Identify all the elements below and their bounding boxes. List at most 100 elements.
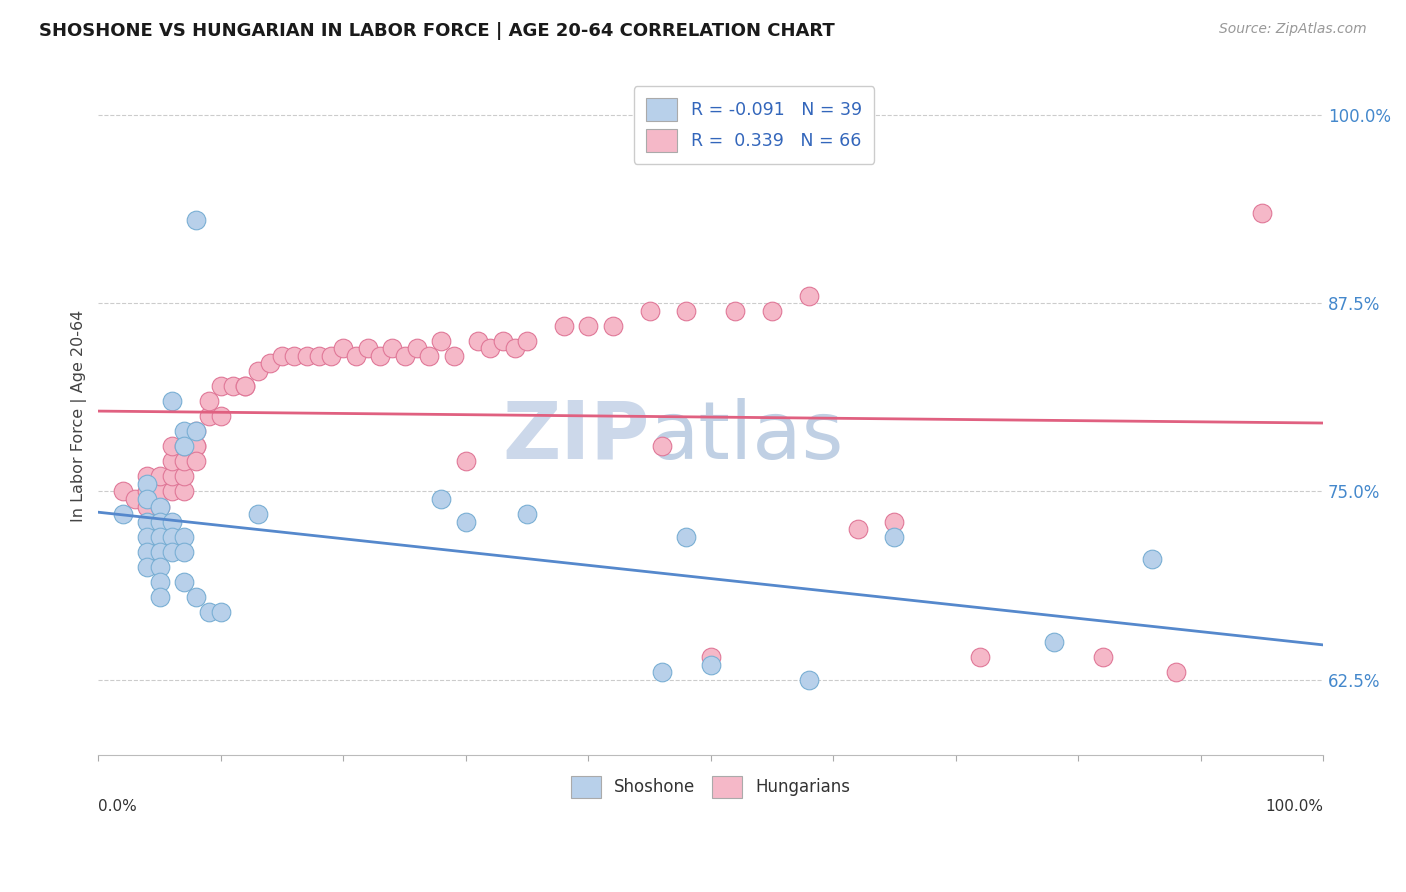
Y-axis label: In Labor Force | Age 20-64: In Labor Force | Age 20-64 bbox=[72, 310, 87, 523]
Point bbox=[136, 500, 159, 514]
Point bbox=[233, 379, 256, 393]
Point bbox=[136, 469, 159, 483]
Text: 100.0%: 100.0% bbox=[1265, 799, 1323, 814]
Point bbox=[173, 530, 195, 544]
Point bbox=[149, 530, 172, 544]
Point bbox=[1042, 635, 1064, 649]
Point bbox=[700, 657, 723, 672]
Point bbox=[418, 349, 440, 363]
Point bbox=[160, 544, 183, 558]
Point bbox=[394, 349, 416, 363]
Point bbox=[357, 342, 380, 356]
Point bbox=[516, 507, 538, 521]
Point bbox=[797, 289, 820, 303]
Point bbox=[186, 590, 208, 604]
Point bbox=[173, 439, 195, 453]
Point bbox=[467, 334, 489, 348]
Point bbox=[344, 349, 367, 363]
Point bbox=[173, 469, 195, 483]
Text: 0.0%: 0.0% bbox=[98, 799, 138, 814]
Point bbox=[651, 665, 673, 679]
Point bbox=[516, 334, 538, 348]
Point bbox=[173, 454, 195, 468]
Point bbox=[675, 303, 697, 318]
Point bbox=[173, 439, 195, 453]
Point bbox=[136, 491, 159, 506]
Point bbox=[503, 342, 526, 356]
Point bbox=[283, 349, 305, 363]
Point bbox=[1091, 650, 1114, 665]
Point bbox=[209, 409, 232, 424]
Legend: Shoshone, Hungarians: Shoshone, Hungarians bbox=[564, 770, 858, 805]
Point bbox=[173, 424, 195, 438]
Text: ZIP: ZIP bbox=[502, 398, 650, 475]
Point bbox=[797, 673, 820, 687]
Point bbox=[233, 379, 256, 393]
Point bbox=[149, 574, 172, 589]
Point bbox=[209, 605, 232, 619]
Point bbox=[405, 342, 427, 356]
Point bbox=[553, 318, 575, 333]
Point bbox=[651, 439, 673, 453]
Point bbox=[173, 574, 195, 589]
Point bbox=[883, 515, 905, 529]
Point bbox=[602, 318, 624, 333]
Point bbox=[209, 379, 232, 393]
Point bbox=[430, 491, 453, 506]
Point bbox=[295, 349, 318, 363]
Point bbox=[111, 484, 134, 499]
Point bbox=[259, 356, 281, 370]
Point bbox=[149, 484, 172, 499]
Point bbox=[124, 491, 146, 506]
Point bbox=[724, 303, 747, 318]
Point bbox=[1251, 206, 1274, 220]
Point bbox=[186, 424, 208, 438]
Point bbox=[136, 477, 159, 491]
Point bbox=[675, 530, 697, 544]
Point bbox=[136, 484, 159, 499]
Point bbox=[271, 349, 294, 363]
Point bbox=[136, 544, 159, 558]
Point bbox=[332, 342, 354, 356]
Point bbox=[186, 213, 208, 227]
Point bbox=[197, 605, 219, 619]
Point bbox=[479, 342, 502, 356]
Text: atlas: atlas bbox=[650, 398, 844, 475]
Point bbox=[186, 439, 208, 453]
Point bbox=[381, 342, 404, 356]
Point bbox=[149, 500, 172, 514]
Point bbox=[186, 439, 208, 453]
Point bbox=[1166, 665, 1188, 679]
Point bbox=[576, 318, 599, 333]
Point bbox=[883, 530, 905, 544]
Text: Source: ZipAtlas.com: Source: ZipAtlas.com bbox=[1219, 22, 1367, 37]
Point bbox=[111, 507, 134, 521]
Point bbox=[149, 500, 172, 514]
Point bbox=[319, 349, 342, 363]
Point bbox=[638, 303, 661, 318]
Point bbox=[173, 544, 195, 558]
Point bbox=[308, 349, 330, 363]
Point bbox=[149, 544, 172, 558]
Point bbox=[246, 507, 269, 521]
Point bbox=[186, 424, 208, 438]
Point bbox=[454, 515, 477, 529]
Point bbox=[149, 559, 172, 574]
Point bbox=[443, 349, 465, 363]
Point bbox=[149, 515, 172, 529]
Point bbox=[761, 303, 783, 318]
Point bbox=[160, 530, 183, 544]
Point bbox=[430, 334, 453, 348]
Point bbox=[246, 364, 269, 378]
Point bbox=[186, 454, 208, 468]
Point bbox=[173, 484, 195, 499]
Point bbox=[491, 334, 513, 348]
Point bbox=[454, 454, 477, 468]
Point bbox=[846, 522, 869, 536]
Point bbox=[160, 515, 183, 529]
Point bbox=[136, 530, 159, 544]
Point bbox=[160, 439, 183, 453]
Point bbox=[160, 394, 183, 409]
Point bbox=[160, 469, 183, 483]
Point bbox=[160, 454, 183, 468]
